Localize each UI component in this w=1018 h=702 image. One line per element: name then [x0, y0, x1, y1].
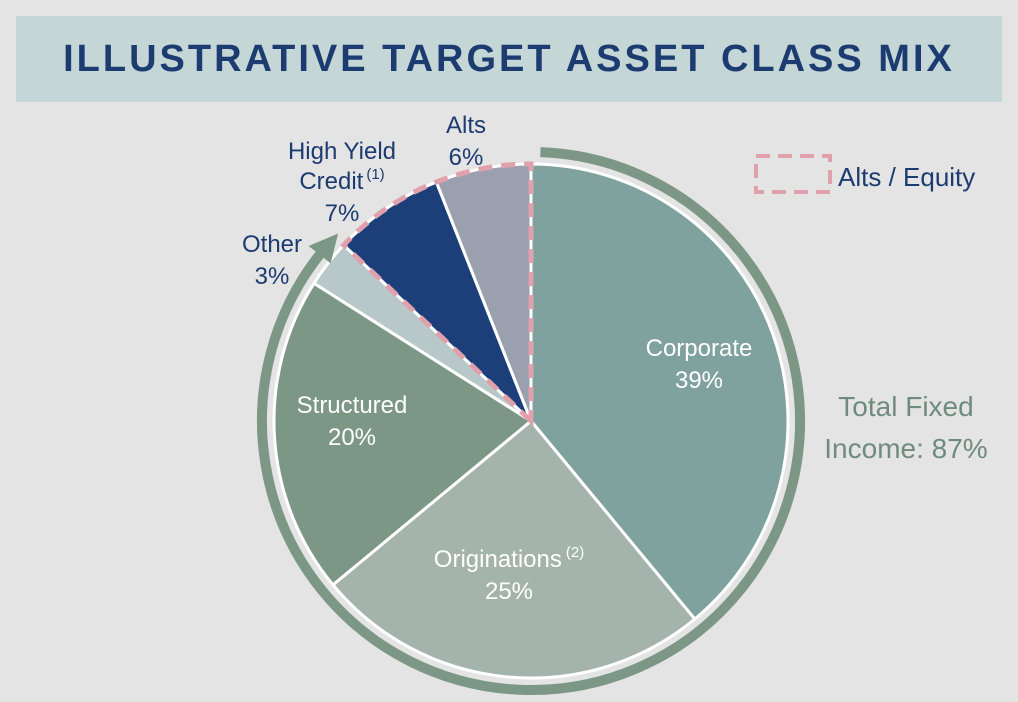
label-originations-footnote: (2): [566, 544, 584, 561]
label-originations-name: Originations: [434, 546, 562, 573]
label-hyc-name-line2: Credit (1): [299, 166, 384, 195]
label-corporate-name: Corporate: [646, 335, 753, 362]
fixed-income-arrowhead: [308, 233, 339, 264]
slice-structured: [272, 281, 533, 587]
label-other-pct: 3%: [255, 263, 290, 290]
label-hyc-name-line2-text: Credit: [299, 168, 363, 195]
annotation-total-fixed-line2: Income: 87%: [824, 433, 987, 464]
label-originations: Originations (2): [434, 544, 584, 573]
label-alts-pct: 6%: [449, 144, 484, 171]
label-structured-name: Structured: [297, 392, 408, 419]
slice-originations: [331, 419, 697, 680]
annotation-total-fixed-line1: Total Fixed: [838, 391, 973, 422]
label-other-name: Other: [242, 231, 302, 258]
label-alts-name: Alts: [446, 112, 486, 139]
label-originations-pct: 25%: [485, 578, 533, 605]
pie-slices: [272, 162, 790, 680]
label-hyc-footnote: (1): [366, 166, 384, 183]
legend-swatch-alts-equity: [754, 154, 832, 194]
slice-corporate: [529, 162, 790, 621]
alts-equity-dashed-outline: [340, 161, 534, 427]
legend-label-alts-equity: Alts / Equity: [838, 162, 975, 192]
label-structured-pct: 20%: [328, 424, 376, 451]
label-hyc-name-line1: High Yield: [288, 138, 396, 165]
label-hyc-pct: 7%: [325, 200, 360, 227]
fixed-income-arc: [257, 147, 805, 695]
title-bar: ILLUSTRATIVE TARGET ASSET CLASS MIX: [16, 16, 1002, 102]
label-corporate-pct: 39%: [675, 367, 723, 394]
chart-title: ILLUSTRATIVE TARGET ASSET CLASS MIX: [63, 37, 955, 80]
